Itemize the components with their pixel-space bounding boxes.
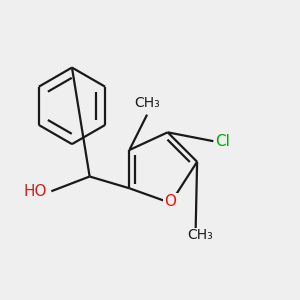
- Text: HO: HO: [23, 184, 47, 199]
- Text: CH₃: CH₃: [134, 96, 160, 110]
- Text: O: O: [165, 194, 177, 209]
- Text: Cl: Cl: [215, 134, 230, 149]
- Text: CH₃: CH₃: [187, 228, 213, 242]
